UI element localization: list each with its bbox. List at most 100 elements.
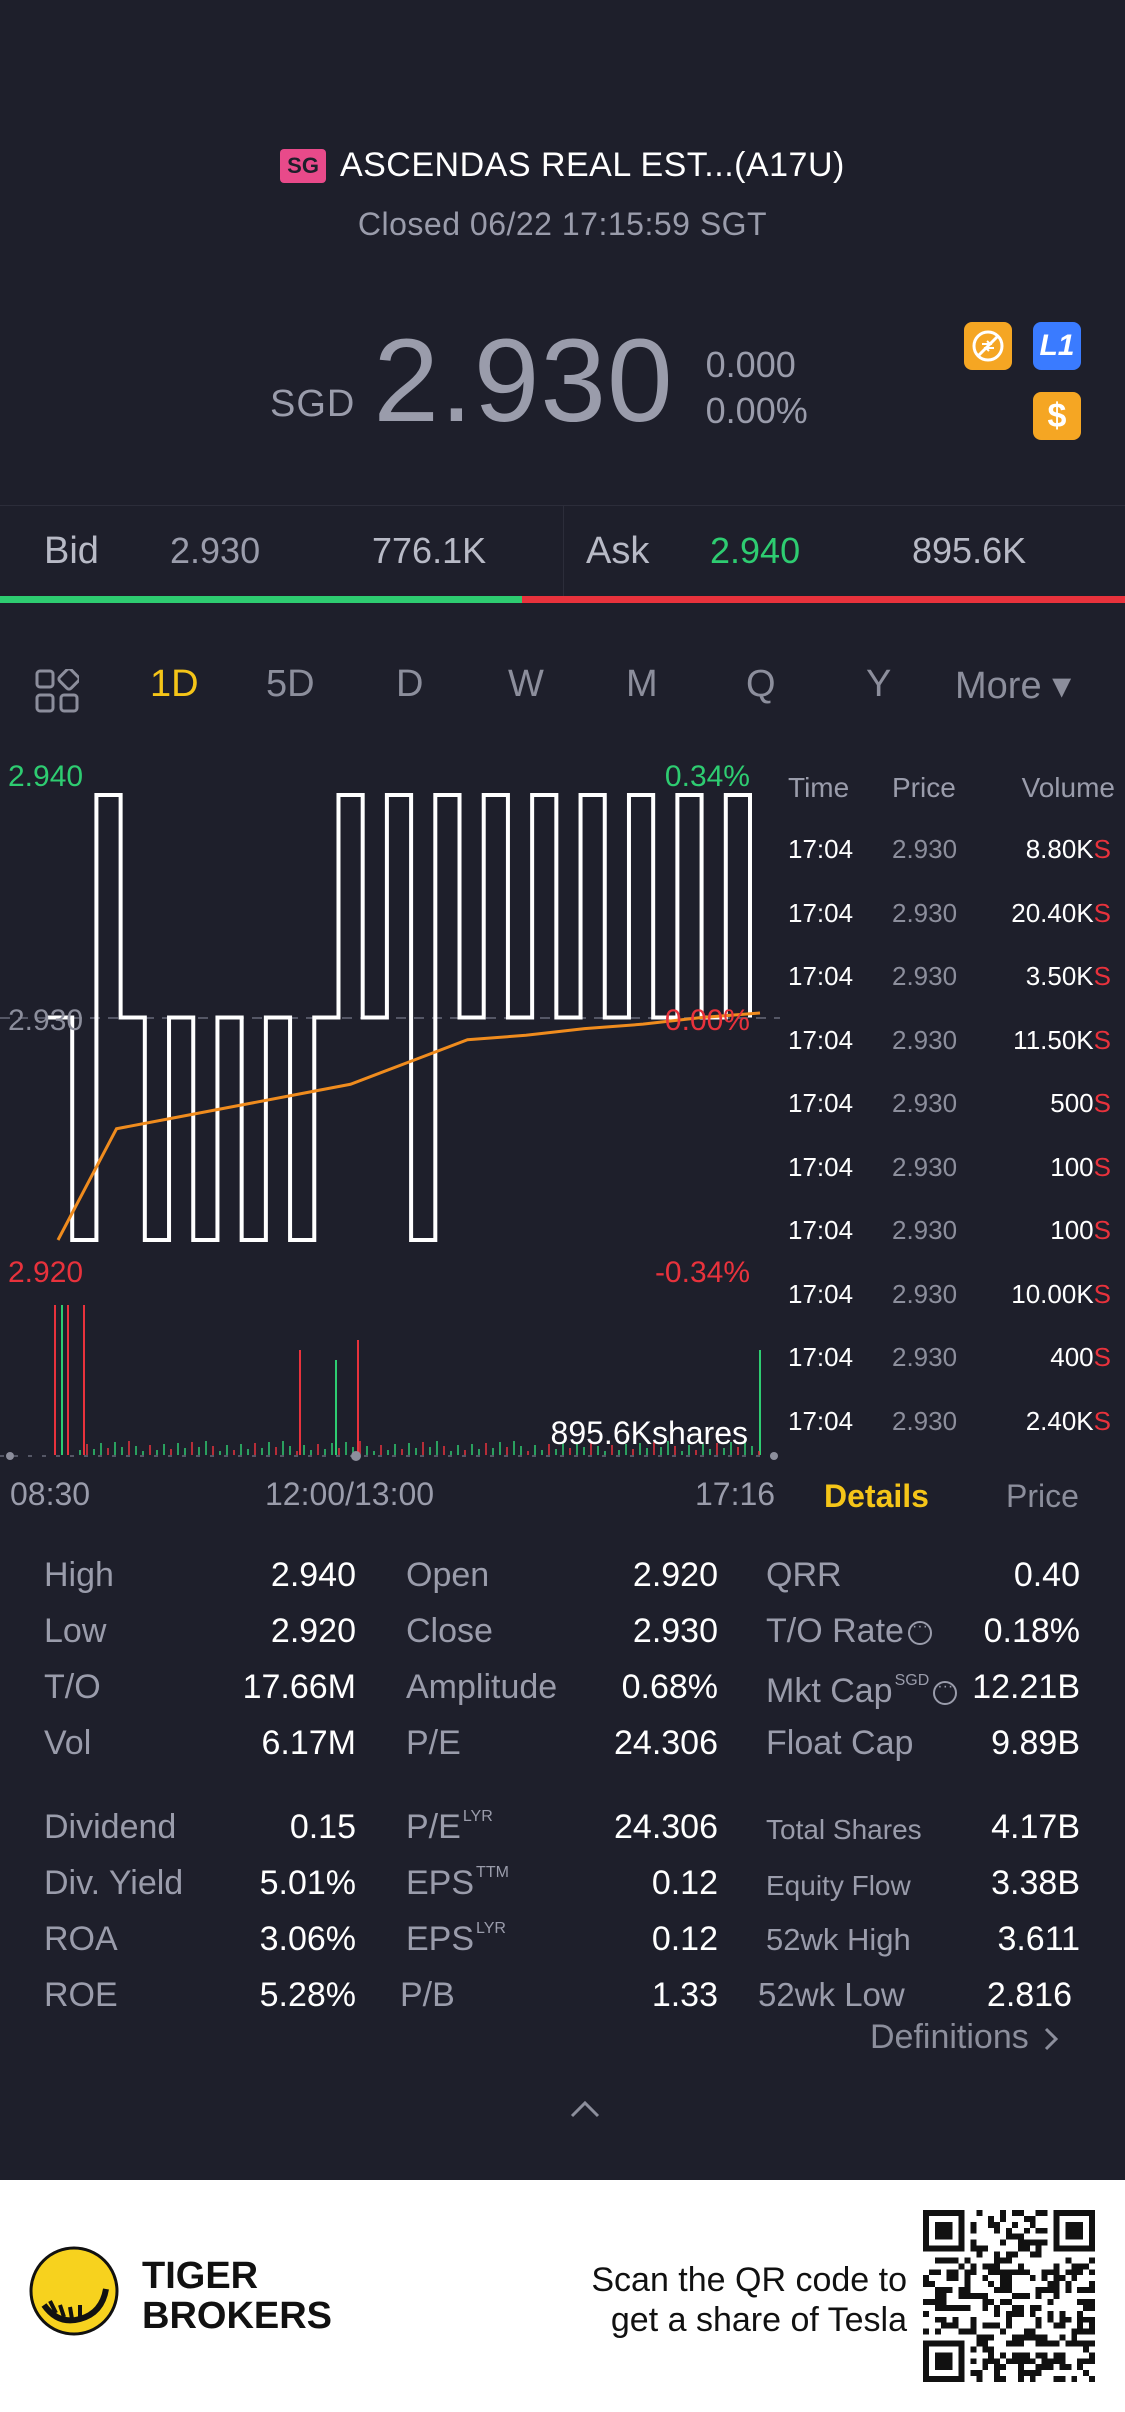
stat-mkt-cap-sup: SGD: [894, 1672, 930, 1689]
stat-div-yield-label: Div. Yield: [44, 1864, 184, 1902]
stat-to-value: 17.66M: [242, 1668, 356, 1706]
promo-line-1: Scan the QR code to: [591, 2261, 907, 2299]
trade-volume-value: 100: [1050, 1215, 1094, 1245]
trade-side: S: [1093, 1405, 1111, 1436]
average-price-line: [56, 1011, 761, 1241]
bid-size: 776.1K: [372, 530, 487, 571]
stat-total-shares-value: 4.17B: [991, 1808, 1080, 1846]
axis-dot-end: [770, 1452, 778, 1460]
trade-volume-value: 2.40K: [1025, 1405, 1094, 1436]
stat-to-label: T/O: [44, 1668, 101, 1706]
stat-open-label: Open: [406, 1556, 490, 1594]
bid-label: Bid: [44, 530, 99, 572]
stock-title[interactable]: ASCENDAS REAL EST...(A17U): [339, 146, 845, 184]
header-time: Time: [788, 772, 850, 803]
tiger-brokers-logo-icon: [29, 2246, 119, 2336]
stat-amplitude-value: 0.68%: [621, 1668, 718, 1706]
volume-label: 895.6Kshares: [551, 1415, 748, 1451]
trade-volume-value: 100: [1050, 1151, 1094, 1182]
trade-row: 17:04 2.930 3.50KS: [782, 961, 1125, 1024]
trade-time: 17:04: [788, 1278, 854, 1309]
definitions-link[interactable]: Definitions: [870, 2018, 1060, 2057]
trade-side: S: [1093, 897, 1111, 928]
y-low-label: 2.920: [8, 1256, 83, 1289]
trade-price: 2.930: [892, 1278, 958, 1309]
stat-vol-value: 6.17M: [261, 1724, 357, 1762]
dollar-icon[interactable]: $: [1033, 392, 1081, 440]
trade-price: 2.930: [892, 897, 958, 928]
price-change-block: 0.000 0.00%: [706, 344, 808, 432]
brand-line-1: TIGER: [142, 2255, 259, 2297]
stat-pe-lyr-label: P/E LYR: [406, 1808, 493, 1847]
market-status: Closed 06/22 17:15:59 SGT: [357, 206, 768, 242]
stat-pe-value: 24.306: [614, 1724, 718, 1762]
stat-div-yield-value: 5.01%: [259, 1864, 356, 1902]
chevron-right-icon: [1045, 2027, 1059, 2051]
tab-y[interactable]: Y: [866, 663, 892, 705]
level1-icon[interactable]: L1: [1033, 322, 1081, 370]
time-mid-label: 12:00/13:00: [265, 1476, 435, 1512]
trade-volume: 400S: [1050, 1342, 1111, 1373]
price-series-line: [48, 793, 752, 1242]
stat-low-label: Low: [44, 1612, 107, 1650]
bid-price: 2.930: [170, 530, 261, 571]
definitions-label: Definitions: [870, 2018, 1029, 2056]
stat-low-value: 2.920: [270, 1612, 356, 1650]
tab-w[interactable]: W: [508, 663, 544, 705]
tab-d[interactable]: D: [396, 663, 424, 705]
forbidden-icon[interactable]: [964, 322, 1012, 370]
stat-eps-lyr-label: EPS LYR: [406, 1920, 506, 1959]
stat-52wk-high-value: 3.611: [997, 1920, 1080, 1958]
price-change: 0.000: [705, 344, 796, 385]
trade-side: S: [1093, 1215, 1111, 1245]
qr-code-icon[interactable]: [923, 2210, 1095, 2382]
trade-side: S: [1093, 1151, 1111, 1182]
collapse-chevron-icon[interactable]: [568, 2098, 602, 2125]
info-more-icon[interactable]: [907, 1618, 932, 1646]
stat-eps-lyr-value: 0.12: [651, 1920, 718, 1958]
trade-volume: 500S: [1050, 1088, 1111, 1119]
layout-grid-icon[interactable]: [35, 667, 81, 718]
tab-details[interactable]: Details: [824, 1478, 929, 1514]
trade-time: 17:04: [788, 961, 854, 991]
stat-to-rate-value: 0.18%: [983, 1612, 1080, 1650]
bid-ask-divider: [563, 506, 564, 596]
trade-row: 17:04 2.930 11.50KS: [782, 1025, 1125, 1088]
last-price: 2.930: [373, 315, 674, 447]
stat-eps-lyr-text: EPS: [406, 1920, 475, 1958]
stat-high-label: High: [44, 1556, 114, 1594]
stat-pb-value: 1.33: [651, 1976, 718, 2014]
trade-row: 17:04 2.930 10.00KS: [782, 1279, 1125, 1342]
stat-pe-label: P/E: [406, 1724, 461, 1762]
trade-side: S: [1093, 1342, 1111, 1372]
trade-volume-value: 10.00K: [1011, 1278, 1094, 1309]
trade-side: S: [1093, 834, 1111, 864]
tab-5d[interactable]: 5D: [266, 663, 315, 705]
promo-line-2: get a share of Tesla: [610, 2301, 907, 2339]
trade-side: S: [1093, 1024, 1111, 1055]
axis-dot-mid: [351, 1451, 361, 1461]
info-more-icon[interactable]: [933, 1678, 958, 1706]
trade-volume-value: 400: [1050, 1342, 1094, 1372]
stat-equity-flow-label: Equity Flow: [766, 1870, 911, 1901]
trade-time: 17:04: [788, 834, 854, 864]
trade-row: 17:04 2.930 100S: [782, 1152, 1125, 1215]
market-badge: SG: [280, 148, 326, 183]
tab-price[interactable]: Price: [1006, 1478, 1079, 1514]
stat-eps-ttm-sup: TTM: [476, 1864, 509, 1881]
stat-dividend-value: 0.15: [289, 1808, 356, 1846]
trade-volume: 11.50KS: [1013, 1025, 1111, 1056]
intraday-chart[interactable]: 2.940 0.34% 2.930 0.00% 2.920 -0.34% 895…: [0, 750, 780, 1470]
stat-eps-ttm-label: EPS TTM: [406, 1864, 509, 1903]
y-high-label: 2.940: [8, 760, 83, 793]
header-price: Price: [892, 772, 956, 803]
trade-price: 2.930: [892, 1088, 958, 1118]
tab-1d[interactable]: 1D: [150, 663, 199, 705]
stat-roe-label: ROE: [44, 1976, 118, 2014]
tab-more[interactable]: More ▾: [955, 665, 1072, 707]
stat-total-shares-label: Total Shares: [766, 1814, 922, 1845]
tab-q[interactable]: Q: [746, 663, 776, 705]
stat-to-rate-label: T/O Rate: [766, 1612, 932, 1651]
trade-volume-value: 8.80K: [1025, 834, 1094, 864]
tab-m[interactable]: M: [626, 663, 658, 705]
